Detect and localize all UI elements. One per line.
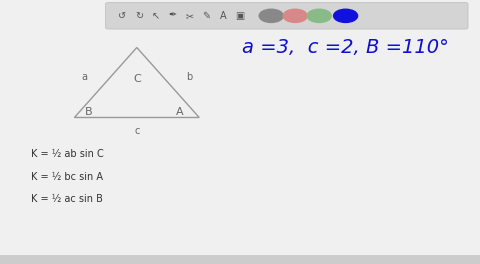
- Text: c: c: [134, 126, 140, 136]
- Text: a =3,  c =2, B =110°: a =3, c =2, B =110°: [242, 38, 449, 57]
- Text: A: A: [220, 11, 227, 21]
- Text: ↻: ↻: [135, 11, 143, 21]
- Text: ↖: ↖: [152, 11, 160, 21]
- Text: ✒: ✒: [169, 11, 177, 21]
- Text: a: a: [81, 72, 87, 82]
- Circle shape: [259, 9, 283, 22]
- FancyBboxPatch shape: [106, 3, 468, 29]
- Text: K = ½ ab sin C: K = ½ ab sin C: [31, 149, 104, 159]
- Text: ✂: ✂: [186, 11, 193, 21]
- FancyBboxPatch shape: [0, 255, 480, 264]
- Text: B: B: [85, 107, 93, 117]
- Text: K = ½ bc sin A: K = ½ bc sin A: [31, 172, 103, 182]
- Text: ↺: ↺: [119, 11, 126, 21]
- Circle shape: [307, 9, 331, 22]
- Circle shape: [334, 9, 358, 22]
- Text: ▣: ▣: [235, 11, 245, 21]
- Text: b: b: [186, 72, 193, 82]
- Text: C: C: [133, 74, 141, 84]
- Circle shape: [283, 9, 307, 22]
- Text: K = ½ ac sin B: K = ½ ac sin B: [31, 194, 103, 204]
- Text: A: A: [176, 107, 184, 117]
- Text: ✎: ✎: [203, 11, 210, 21]
